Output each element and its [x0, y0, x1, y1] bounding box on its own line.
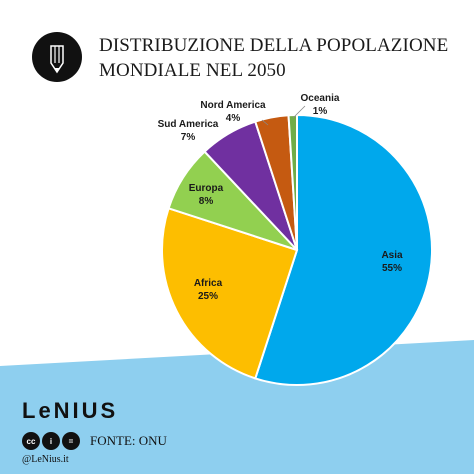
slice-value-label: 55% [382, 263, 402, 274]
slice-name-label: Sud America [158, 119, 219, 130]
slice-name-label: Nord America [200, 100, 266, 111]
leader-line-oceania [292, 105, 306, 119]
pie-slice-asia [254, 113, 433, 386]
slice-value-label: 4% [226, 113, 241, 124]
brand-logo: LeNIUS [22, 398, 119, 423]
cc-icon: cc [22, 432, 40, 450]
by-icon: i [42, 432, 60, 450]
slice-value-label: 1% [313, 106, 328, 117]
slice-name-label: Africa [194, 278, 223, 289]
chart-title-line-1: DISTRIBUZIONE DELLA POPOLAZIONE [99, 35, 449, 56]
slice-value-label: 25% [198, 291, 218, 302]
slice-name-label: Oceania [301, 93, 340, 104]
slice-name-label: Europa [189, 183, 224, 194]
slice-name-label: Asia [381, 250, 403, 261]
nd-icon: = [62, 432, 80, 450]
slice-value-label: 8% [199, 196, 214, 207]
pie-slice-africa [161, 207, 299, 380]
license-badge: cc i = [22, 432, 80, 450]
source-note: FONTE: ONU [90, 433, 167, 448]
pie-slice-oceania [287, 113, 298, 251]
pencil-icon [32, 32, 82, 82]
leader-line-nord-america [261, 119, 269, 126]
social-handle: @LeNius.it [22, 454, 69, 465]
slice-value-label: 7% [181, 132, 196, 143]
chart-title-line-2: MONDIALE NEL 2050 [99, 60, 286, 81]
